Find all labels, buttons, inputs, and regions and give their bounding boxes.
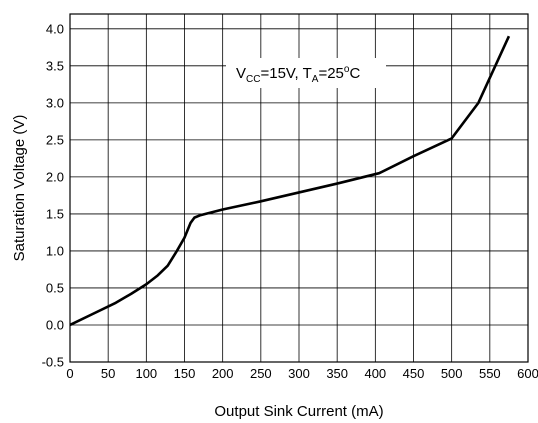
x-tick-label: 0: [66, 366, 73, 381]
x-tick-label: 350: [326, 366, 348, 381]
y-tick-label: 0.0: [46, 317, 64, 332]
x-tick-label: 50: [101, 366, 115, 381]
annotation-text: VCC=15V, TA=25oC: [236, 64, 360, 85]
annotation-t-sub: A: [312, 74, 319, 85]
y-tick-label: -0.5: [42, 355, 64, 370]
annotation-v: V: [236, 65, 246, 82]
annotation-unit: C: [349, 65, 360, 82]
annotation-v-value: =15V, T: [260, 65, 311, 82]
y-tick-label: 2.0: [46, 169, 64, 184]
y-tick-label: 3.0: [46, 95, 64, 110]
x-axis-title: Output Sink Current (mA): [214, 403, 383, 420]
x-tick-label: 150: [174, 366, 196, 381]
x-tick-label: 500: [441, 366, 463, 381]
y-tick-label: 2.5: [46, 132, 64, 147]
y-tick-label: 1.5: [46, 206, 64, 221]
x-tick-label: 300: [288, 366, 310, 381]
x-tick-label: 100: [135, 366, 157, 381]
annotation-t-value: =25: [318, 65, 343, 82]
annotation-degree: o: [344, 64, 350, 75]
x-tick-label: 550: [479, 366, 501, 381]
y-tick-labels: -0.5 0.0 0.5 1.0 1.5 2.0 2.5 3.0 3.5 4.0: [42, 21, 64, 369]
annotation-background: [226, 58, 386, 88]
series-group: [69, 35, 511, 327]
x-tick-label: 600: [517, 366, 538, 381]
series-line: [69, 35, 511, 327]
x-tick-label: 250: [250, 366, 272, 381]
y-tick-label: 1.0: [46, 243, 64, 258]
x-tick-label: 200: [212, 366, 234, 381]
y-tick-label: 0.5: [46, 280, 64, 295]
y-axis-title: Saturation Voltage (V): [11, 115, 28, 262]
x-tick-label: 400: [364, 366, 386, 381]
x-tick-labels: 0 50 100 150 200 250 300 350 400 450 500 550 600: [66, 366, 538, 381]
annotation-v-sub: CC: [246, 74, 260, 85]
x-tick-label: 450: [403, 366, 425, 381]
y-tick-label: 4.0: [46, 21, 64, 36]
plot-frame: [69, 13, 529, 363]
y-tick-label: 3.5: [46, 58, 64, 73]
